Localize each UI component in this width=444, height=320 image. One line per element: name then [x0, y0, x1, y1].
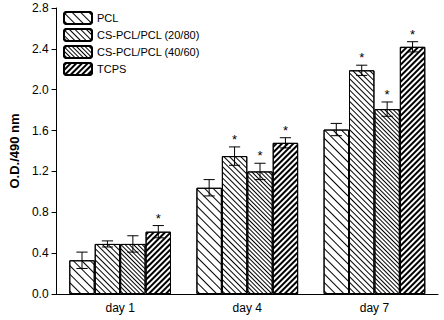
svg-text:0.8: 0.8: [32, 205, 49, 219]
svg-text:2.0: 2.0: [32, 83, 49, 97]
svg-text:1.2: 1.2: [32, 164, 49, 178]
svg-text:CS-PCL/PCL (40/60): CS-PCL/PCL (40/60): [97, 46, 199, 58]
svg-text:CS-PCL/PCL (20/80): CS-PCL/PCL (20/80): [97, 29, 199, 41]
svg-text:1.6: 1.6: [32, 124, 49, 138]
svg-text:day 4: day 4: [233, 301, 263, 315]
svg-text:day 1: day 1: [105, 301, 135, 315]
svg-text:0.0: 0.0: [32, 287, 49, 301]
svg-text:*: *: [283, 123, 288, 138]
svg-text:*: *: [359, 50, 364, 65]
svg-text:*: *: [232, 132, 237, 147]
svg-text:*: *: [410, 27, 415, 42]
svg-text:*: *: [385, 87, 390, 102]
svg-text:2.4: 2.4: [32, 42, 49, 56]
svg-text:*: *: [156, 211, 161, 226]
svg-text:PCL: PCL: [97, 12, 118, 24]
svg-text:day 7: day 7: [360, 301, 390, 315]
svg-text:O.D./490 nm: O.D./490 nm: [7, 113, 22, 188]
svg-text:2.8: 2.8: [32, 1, 49, 15]
svg-text:TCPS: TCPS: [97, 63, 126, 75]
svg-text:0.4: 0.4: [32, 246, 49, 260]
svg-text:*: *: [257, 148, 262, 163]
